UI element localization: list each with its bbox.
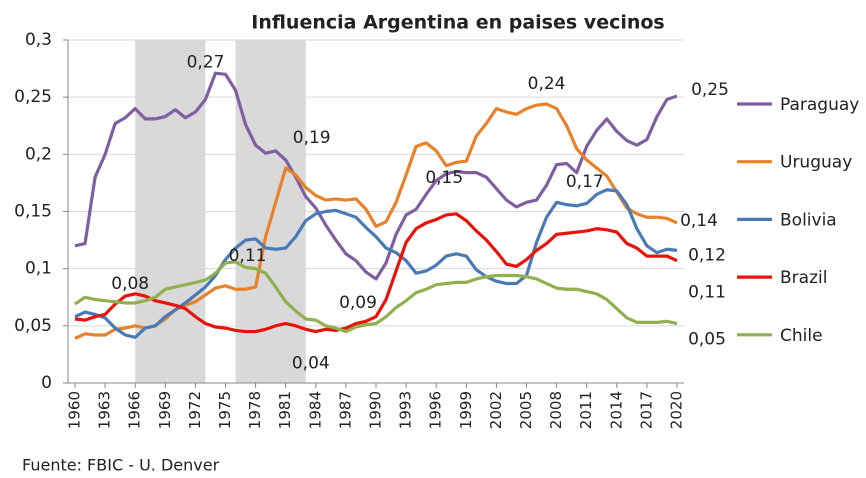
legend-label: Bolivia <box>780 210 837 230</box>
series-line <box>74 212 678 334</box>
y-tick-label: 0,15 <box>14 202 52 222</box>
x-tick-label: 1984 <box>306 391 324 429</box>
y-tick-label: 0,05 <box>14 316 52 336</box>
x-tick-label: 1987 <box>336 391 354 429</box>
data-label: 0,15 <box>425 168 463 188</box>
y-tick-label: 0 <box>41 373 52 393</box>
data-label: 0,12 <box>688 245 726 265</box>
series-line <box>74 71 678 281</box>
x-tick-label: 1960 <box>66 391 84 429</box>
y-tick-label: 0,3 <box>25 30 52 50</box>
data-label: 0,27 <box>187 52 225 72</box>
x-tick-label: 2014 <box>607 391 625 429</box>
data-label: 0,05 <box>688 330 726 350</box>
data-label: 0,08 <box>111 274 149 294</box>
x-tick-label: 1993 <box>397 391 415 429</box>
series-line <box>74 188 678 339</box>
x-tick-label: 1981 <box>276 391 294 429</box>
x-tick-label: 1978 <box>246 391 264 429</box>
data-label: 0,17 <box>566 172 604 192</box>
x-tick-label: 1999 <box>457 391 475 429</box>
chart-title: Influencia Argentina en paises vecinos <box>251 12 665 34</box>
legend-label: Brazil <box>780 268 827 288</box>
footnote: Fuente: FBIC - U. Denver <box>22 456 220 475</box>
x-tick-label: 1975 <box>216 391 234 429</box>
data-label: 0,25 <box>691 80 729 100</box>
data-label: 0,24 <box>528 74 566 94</box>
legend-label: Paraguay <box>780 95 859 115</box>
data-label: 0,19 <box>293 128 331 148</box>
x-tick-label: 1963 <box>96 391 114 429</box>
x-tick-label: 1996 <box>427 391 445 429</box>
data-label: 0,09 <box>339 293 377 313</box>
x-tick-label: 1990 <box>367 391 385 429</box>
x-tick-label: 1969 <box>156 391 174 429</box>
x-tick-label: 2008 <box>547 391 565 429</box>
x-tick-label: 2020 <box>668 391 686 429</box>
series-line <box>74 260 678 334</box>
x-tick-label: 1972 <box>186 391 204 429</box>
data-label: 0,11 <box>229 246 267 266</box>
y-tick-label: 0,2 <box>25 144 52 164</box>
data-label: 0,11 <box>688 283 726 303</box>
legend-label: Chile <box>780 326 823 346</box>
x-tick-label: 1966 <box>126 391 144 429</box>
data-label: 0,14 <box>680 211 718 231</box>
x-tick-label: 2011 <box>577 391 595 429</box>
x-tick-label: 2017 <box>637 391 655 429</box>
data-label: 0,04 <box>292 354 330 374</box>
x-tick-label: 2005 <box>517 391 535 429</box>
legend-label: Uruguay <box>780 153 852 173</box>
y-tick-label: 0,25 <box>14 87 52 107</box>
y-tick-label: 0,1 <box>25 259 52 279</box>
x-tick-label: 2002 <box>487 391 505 429</box>
